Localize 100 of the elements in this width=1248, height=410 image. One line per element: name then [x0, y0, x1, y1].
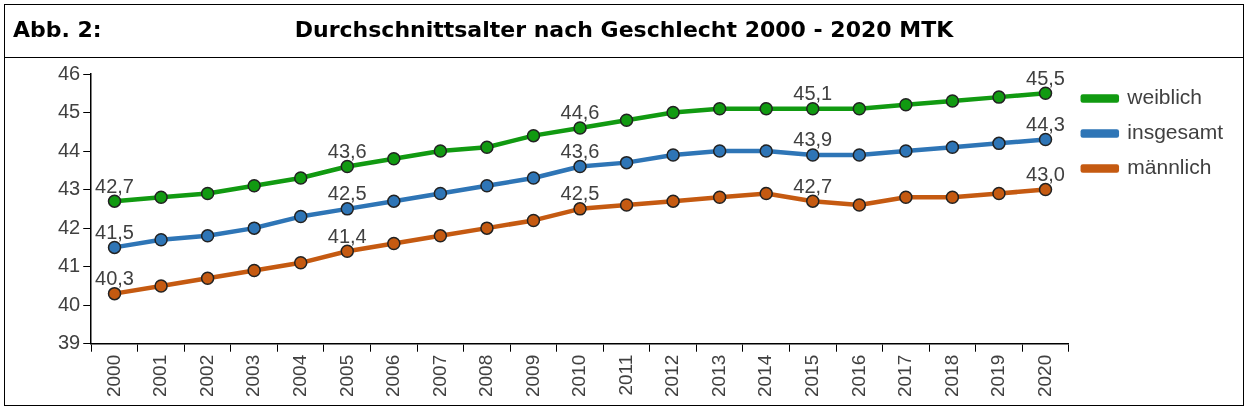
point: [759, 144, 773, 158]
point: [526, 213, 541, 228]
legend-label: insgesamt: [1127, 120, 1224, 144]
point: [247, 179, 261, 193]
point: [759, 186, 773, 201]
point: [200, 271, 215, 285]
point: [387, 236, 401, 251]
x-tick-label: 2010: [568, 354, 590, 398]
x-tick-label: 2013: [707, 354, 729, 398]
point: [666, 194, 680, 208]
point: [852, 198, 867, 212]
legend-label: weiblich: [1126, 85, 1202, 109]
y-tick-label: 39: [58, 331, 81, 354]
point: [154, 279, 168, 293]
y-tick-label: 46: [58, 61, 81, 84]
point: [899, 144, 913, 158]
data-label: 43,6: [560, 140, 600, 162]
y-tick-label: 41: [58, 254, 81, 277]
x-tick-label: 2005: [335, 354, 357, 398]
data-label: 42,7: [95, 174, 134, 197]
x-tick-label: 2007: [428, 354, 450, 398]
point: [712, 101, 727, 116]
point: [387, 152, 401, 166]
point: [340, 202, 355, 216]
point: [666, 105, 680, 120]
x-tick-label: 2017: [894, 354, 916, 398]
data-label: 42,7: [793, 174, 833, 197]
point: [899, 98, 913, 112]
point: [480, 221, 494, 235]
y-tick-label: 42: [58, 215, 81, 238]
point: [806, 148, 820, 162]
point: [387, 194, 401, 208]
point: [573, 202, 587, 216]
y-tick-label: 40: [58, 292, 81, 315]
x-tick-label: 2016: [847, 354, 869, 398]
point: [200, 186, 215, 201]
x-tick-label: 2004: [288, 354, 310, 398]
point: [480, 179, 494, 193]
point: [945, 94, 960, 108]
point: [712, 144, 727, 158]
point: [899, 190, 913, 205]
data-label: 43,0: [1026, 163, 1065, 186]
point: [992, 186, 1006, 201]
legend-label: männlich: [1127, 155, 1212, 179]
x-tick-label: 2000: [102, 354, 124, 398]
point: [480, 140, 494, 154]
y-tick-label: 44: [58, 138, 81, 161]
point: [154, 232, 168, 247]
x-tick-label: 2019: [987, 354, 1009, 398]
point: [247, 221, 261, 235]
x-tick-label: 2011: [614, 354, 636, 396]
x-tick-label: 2003: [242, 354, 264, 398]
y-tick-label: 45: [58, 100, 81, 123]
point: [945, 190, 960, 205]
data-label: 43,6: [327, 140, 367, 162]
point: [619, 155, 634, 170]
data-label: 43,9: [793, 128, 833, 151]
x-tick-label: 2020: [1033, 354, 1055, 398]
point: [247, 263, 261, 278]
point: [852, 148, 867, 162]
caption: Abb. 2:: [13, 17, 102, 42]
x-tick-label: 2009: [521, 354, 543, 398]
point: [433, 229, 448, 243]
point: [433, 186, 448, 201]
point: [293, 256, 308, 270]
point: [154, 190, 168, 205]
x-tick-label: 2006: [382, 354, 404, 398]
point: [666, 148, 680, 162]
point: [526, 171, 541, 185]
point: [945, 140, 960, 154]
data-label: 41,4: [327, 224, 367, 247]
data-label: 44,3: [1026, 113, 1065, 136]
data-label: 42,5: [327, 182, 367, 205]
data-label: 40,3: [95, 267, 134, 290]
x-tick-label: 2002: [195, 354, 217, 398]
x-tick-label: 2014: [754, 354, 776, 398]
point: [759, 101, 773, 116]
x-tick-label: 2012: [661, 354, 683, 398]
x-tick-label: 2015: [801, 354, 822, 398]
point: [293, 209, 308, 224]
y-tick-label: 43: [58, 177, 81, 200]
x-tick-label: 2008: [475, 354, 497, 398]
point: [992, 136, 1006, 151]
chart-title: Durchschnittsalter nach Geschlecht 2000 - 2020 MTK: [294, 17, 954, 42]
point: [619, 113, 634, 127]
point: [200, 229, 215, 243]
data-label: 42,5: [560, 182, 600, 205]
point: [526, 128, 541, 143]
point: [852, 101, 867, 116]
point: [712, 190, 727, 205]
x-tick-label: 2018: [940, 354, 962, 398]
data-label: 45,5: [1026, 66, 1065, 89]
data-label: 41,5: [95, 220, 134, 243]
x-tick-label: 2001: [149, 354, 171, 398]
point: [992, 90, 1006, 104]
point: [619, 198, 634, 212]
point: [573, 121, 587, 135]
data-label: 45,1: [793, 82, 833, 105]
point: [293, 171, 308, 185]
data-label: 44,6: [560, 101, 600, 124]
